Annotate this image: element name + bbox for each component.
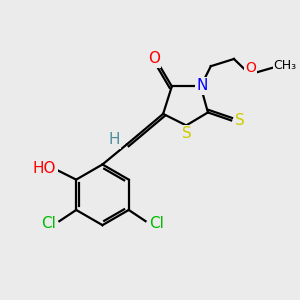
Text: H: H (108, 132, 120, 147)
Text: S: S (235, 113, 245, 128)
Text: CH₃: CH₃ (274, 59, 297, 72)
Text: O: O (148, 51, 160, 66)
Text: N: N (196, 78, 208, 93)
Text: Cl: Cl (41, 216, 56, 231)
Text: Cl: Cl (149, 216, 164, 231)
Text: O: O (245, 61, 256, 75)
Text: S: S (182, 126, 192, 141)
Text: HO: HO (33, 161, 56, 176)
